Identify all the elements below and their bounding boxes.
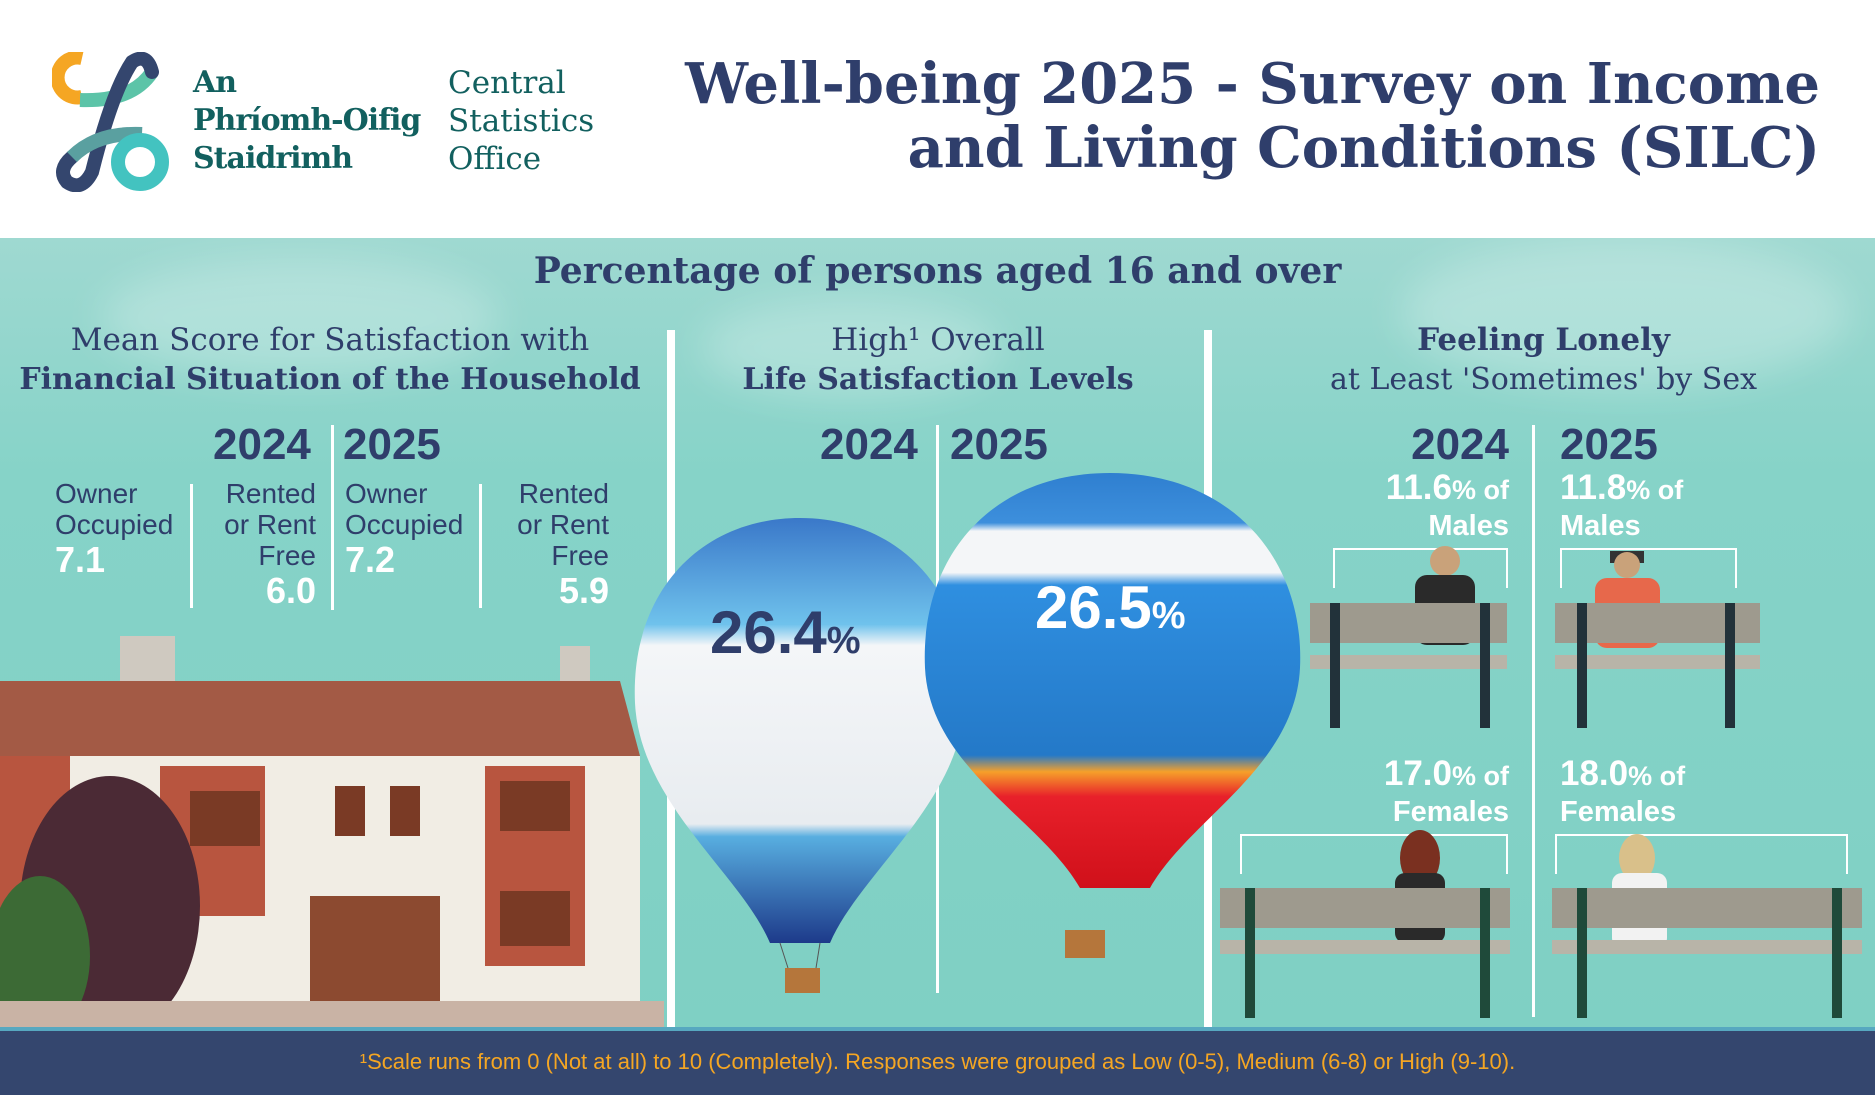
bench-female-2025-icon — [1552, 834, 1862, 1018]
group-divider — [190, 484, 193, 608]
logo-english-name: Central Statistics Office — [448, 64, 594, 178]
tenure-label: Occupied — [55, 509, 174, 540]
tenure-label: Rented — [518, 478, 609, 509]
males-2025-bracket — [1560, 548, 1737, 588]
pct-suffix: % of — [1452, 475, 1509, 505]
heading-line: High¹ Overall — [831, 322, 1045, 358]
score-value: 6.0 — [265, 570, 316, 611]
heading-line: Mean Score for Satisfaction with — [70, 322, 590, 358]
bench-female-2024-icon — [1220, 830, 1510, 1018]
males-2024-bracket — [1333, 548, 1508, 588]
lonely-males-2025: 11.8% of Males — [1560, 470, 1683, 544]
value-number: 26.4 — [710, 599, 827, 666]
logo-irish-line: Staidrimh — [193, 141, 353, 176]
year-label: 2024 — [1411, 420, 1509, 469]
financial-2025-rented: Rented or Rent Free 5.9 — [517, 478, 609, 611]
financial-2024-rented: Rented or Rent Free 6.0 — [224, 478, 316, 611]
footnote: ¹Scale runs from 0 (Not at all) to 10 (C… — [359, 1049, 1516, 1074]
pct-value: 11.6 — [1385, 468, 1452, 507]
pct-value: 18.0 — [1560, 754, 1629, 793]
lonely-females-2024: 17.0% of Females — [1384, 756, 1509, 830]
heading-line: Feeling Lonely — [1417, 322, 1670, 358]
page-title: Well-being 2025 - Survey on Income and L… — [685, 52, 1820, 180]
lonely-heading: Feeling Lonely at Least 'Sometimes' by S… — [1212, 320, 1875, 400]
year-label: 2025 — [1560, 420, 1658, 469]
score-value: 5.9 — [558, 570, 609, 611]
financial-2024-owner: Owner Occupied 7.1 — [55, 478, 173, 580]
logo-english-line: Central — [448, 65, 566, 101]
tenure-label: Rented — [225, 478, 316, 509]
logo-english-line: Statistics — [448, 103, 595, 139]
infographic-body: Percentage of persons aged 16 and over M… — [0, 238, 1875, 1030]
pct-value: 17.0 — [1383, 754, 1452, 793]
group-label: Males — [1560, 510, 1641, 542]
year-divider — [331, 425, 334, 610]
females-2024-bracket — [1240, 834, 1508, 874]
tenure-label: or Rent — [517, 509, 609, 540]
pct-suffix: % of — [1628, 761, 1686, 791]
lonely-females-2025: 18.0% of Females — [1560, 756, 1685, 830]
pct-suffix: % of — [1626, 475, 1684, 505]
tenure-label: Free — [551, 540, 609, 571]
group-divider — [479, 484, 482, 608]
life-satisfaction-2025-value: 26.5% — [1035, 573, 1186, 642]
house-illustration — [0, 636, 664, 1028]
bench-male-2025-icon — [1555, 551, 1760, 728]
year-divider — [1532, 425, 1535, 1017]
pct-value: 11.8 — [1560, 468, 1627, 507]
life-satisfaction-heading: High¹ Overall Life Satisfaction Levels — [672, 320, 1204, 400]
year-label: 2024 — [213, 420, 311, 469]
bench-male-2024-icon — [1310, 546, 1507, 728]
value-unit: % — [1151, 595, 1186, 637]
pct-suffix: % of — [1452, 761, 1509, 791]
tenure-label: Occupied — [345, 509, 464, 540]
tenure-label: Free — [258, 540, 316, 571]
header: An Phríomh-Oifig Staidrimh Central Stati… — [0, 0, 1875, 238]
logo-irish-name: An Phríomh-Oifig Staidrimh — [193, 64, 421, 178]
balloon-2024-icon — [634, 518, 966, 993]
balloon-2025-icon — [924, 473, 1301, 958]
financial-2025-owner: Owner Occupied 7.2 — [345, 478, 463, 580]
tenure-label: Owner — [55, 478, 138, 509]
year-label: 2024 — [820, 420, 918, 469]
value-unit: % — [826, 620, 861, 662]
tenure-label: or Rent — [224, 509, 316, 540]
value-number: 26.5 — [1035, 574, 1152, 641]
lonely-males-2024: 11.6% of Males — [1386, 470, 1509, 544]
group-label: Males — [1428, 510, 1509, 542]
group-label: Females — [1392, 796, 1509, 828]
logo-irish-line: An — [193, 65, 237, 100]
cso-logo-icon — [52, 52, 169, 192]
heading-line: at Least 'Sometimes' by Sex — [1329, 362, 1758, 397]
heading-line: Life Satisfaction Levels — [742, 362, 1134, 397]
group-label: Females — [1560, 796, 1677, 828]
score-value: 7.1 — [55, 539, 106, 580]
year-label: 2025 — [343, 420, 441, 469]
footer: ¹Scale runs from 0 (Not at all) to 10 (C… — [0, 1027, 1875, 1095]
life-satisfaction-2024-value: 26.4% — [710, 598, 861, 667]
title-line: Well-being 2025 - Survey on Income — [685, 51, 1820, 117]
score-value: 7.2 — [345, 539, 396, 580]
heading-line: Financial Situation of the Household — [19, 362, 641, 397]
logo-irish-line: Phríomh-Oifig — [193, 103, 421, 138]
subtitle: Percentage of persons aged 16 and over — [533, 250, 1342, 292]
logo-english-line: Office — [448, 141, 542, 177]
tenure-label: Owner — [345, 478, 428, 509]
females-2025-bracket — [1555, 834, 1848, 874]
title-line: and Living Conditions (SILC) — [907, 115, 1820, 181]
financial-heading: Mean Score for Satisfaction with Financi… — [0, 320, 660, 400]
year-label: 2025 — [950, 420, 1048, 469]
